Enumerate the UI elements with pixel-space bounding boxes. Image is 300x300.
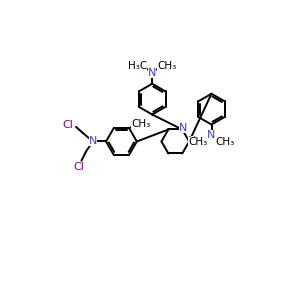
Text: CH₃: CH₃ (131, 119, 150, 129)
Text: Cl: Cl (74, 162, 85, 172)
Text: N: N (188, 136, 196, 146)
Text: CH₃: CH₃ (216, 137, 235, 147)
Text: N: N (179, 123, 187, 133)
Text: N: N (89, 136, 97, 146)
Text: CH₃: CH₃ (188, 137, 207, 147)
Text: H₃C: H₃C (128, 61, 147, 71)
Text: N: N (148, 68, 156, 78)
Text: CH₃: CH₃ (157, 61, 176, 71)
Text: Cl: Cl (63, 120, 74, 130)
Text: N: N (207, 130, 216, 140)
